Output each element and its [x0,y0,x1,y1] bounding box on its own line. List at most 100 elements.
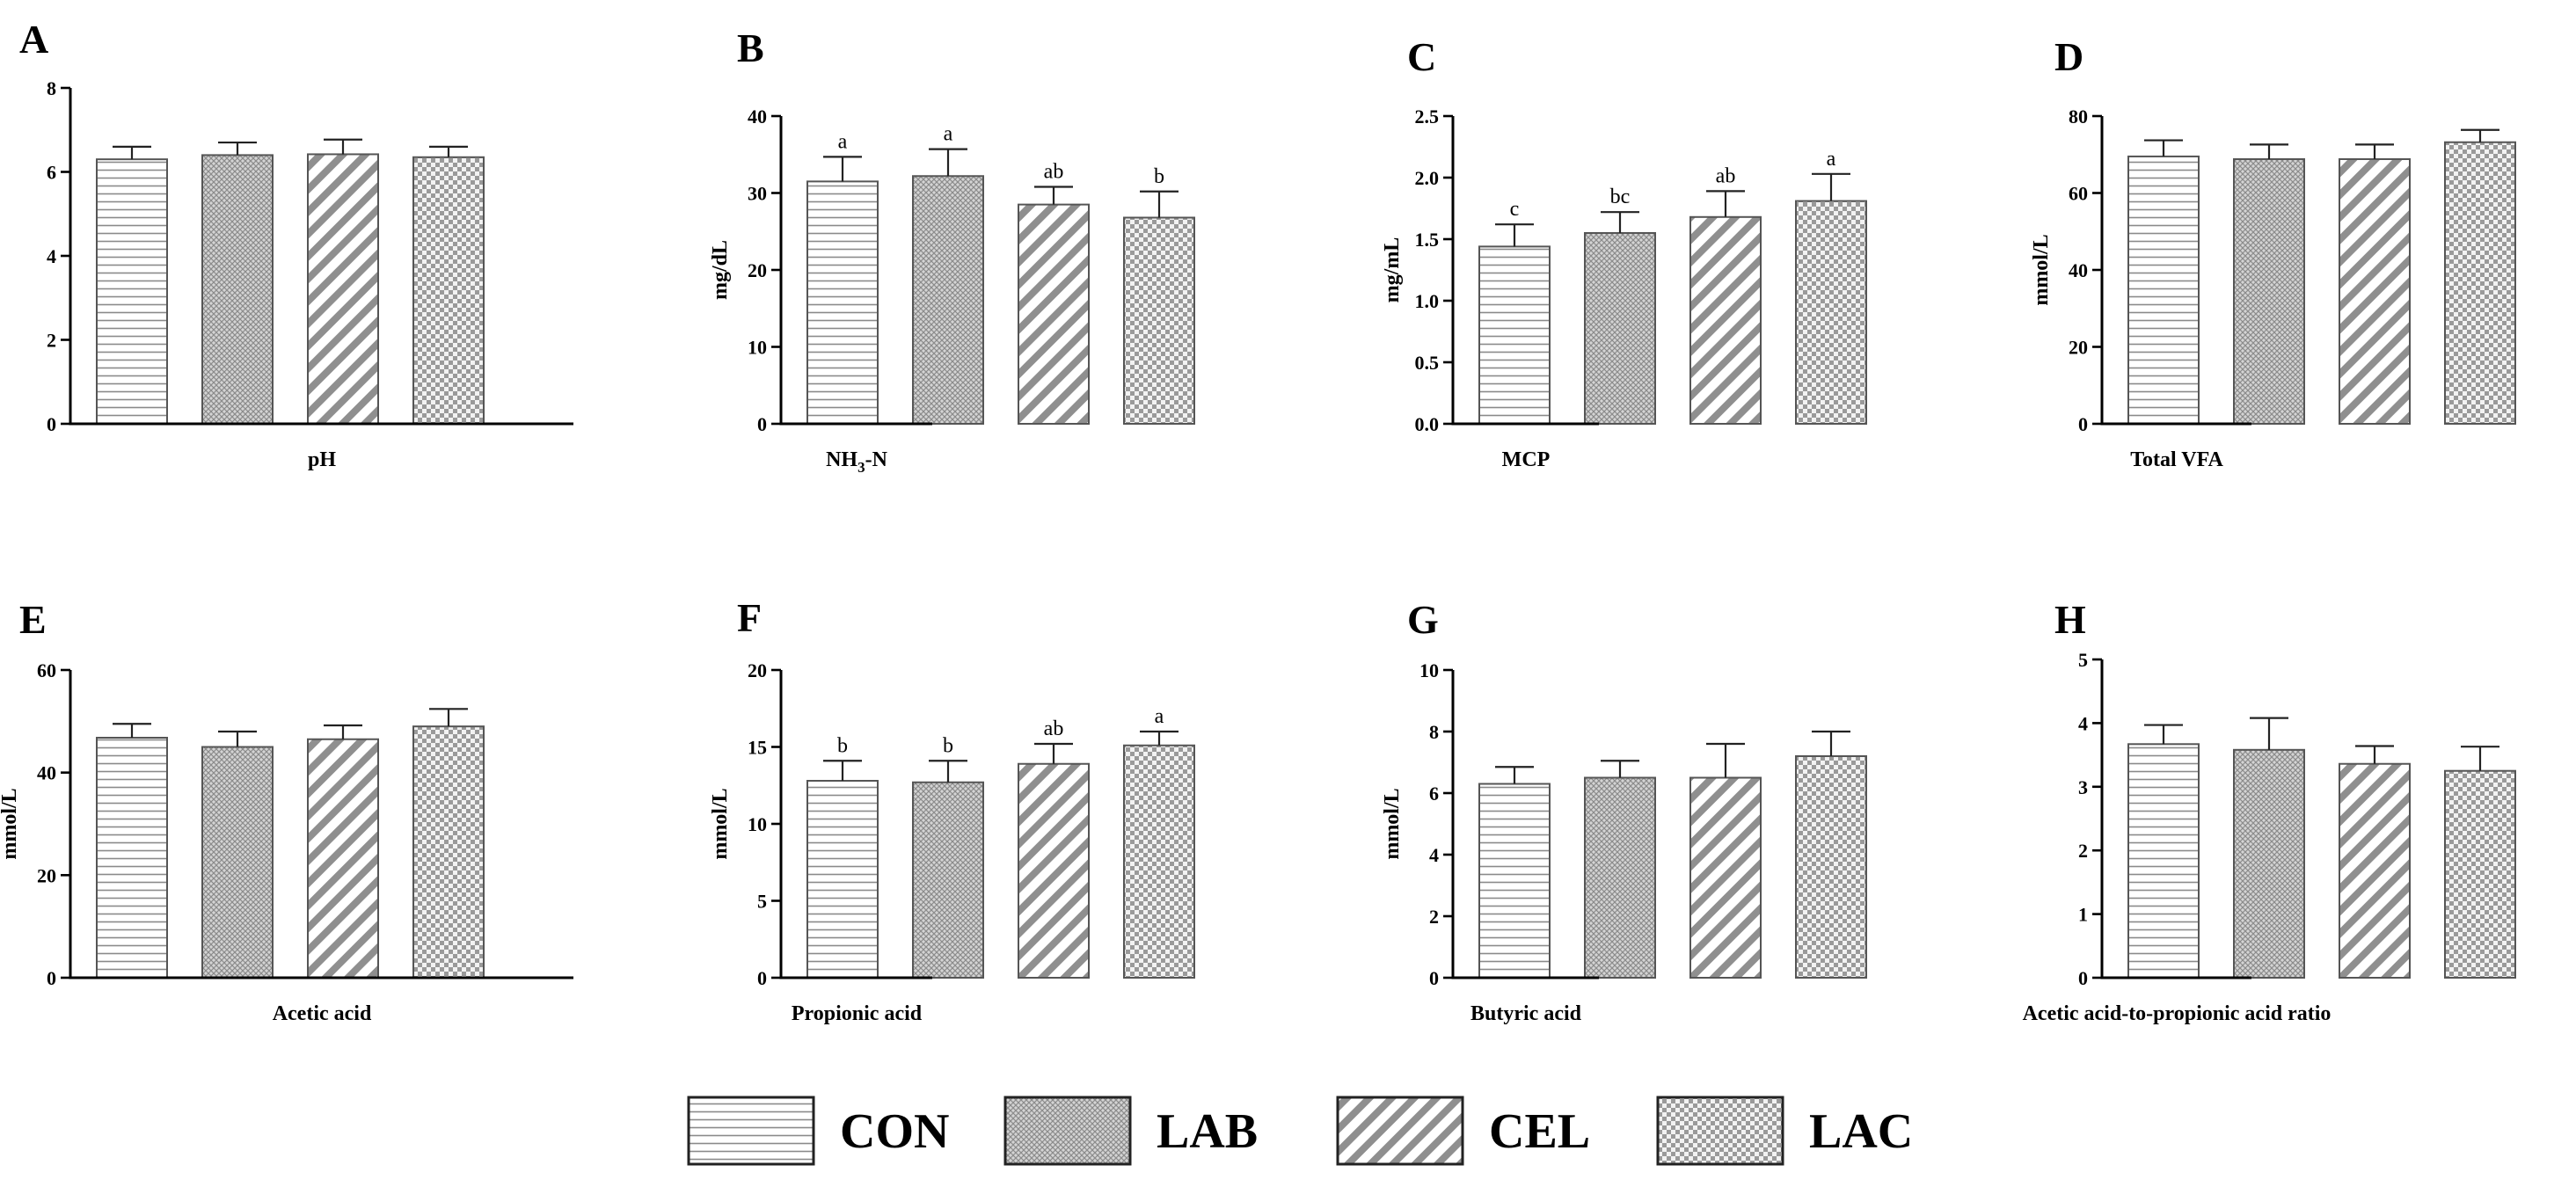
y-tick-label: 2.5 [1415,106,1440,127]
y-tick-label: 20 [748,259,767,281]
x-axis-title: NH3-N [826,448,887,476]
significance-letter: a [1155,705,1164,728]
y-axis-title: mg/mL [1381,237,1404,303]
x-axis-title: Propionic acid [792,1002,923,1025]
significance-letter: b [943,734,953,757]
significance-letter: a [1827,148,1836,171]
y-tick-label: 20 [748,659,767,681]
y-tick-label: 8 [1429,721,1439,743]
bar-lab [1584,232,1656,425]
y-tick-label: 0 [47,967,56,989]
bar-lac [1123,216,1195,425]
legend-item-con: CON [687,1096,949,1166]
legend-label: LAC [1809,1104,1913,1159]
panel-letter: F [737,595,762,640]
y-tick-label: 4 [47,245,56,267]
legend-item-cel: CEL [1336,1096,1590,1166]
legend-label: LAB [1157,1104,1258,1159]
legend-item-lac: LAC [1656,1096,1913,1166]
bar-lab [912,175,984,425]
significance-letter: b [837,734,848,757]
legend-item-lab: LAB [1003,1096,1258,1166]
significance-letter: bc [1610,186,1631,208]
y-tick-label: 80 [2069,106,2088,127]
bar-lab [1584,776,1656,979]
x-axis-title: Acetic acid-to-propionic acid ratio [2023,1002,2332,1025]
y-tick-label: 0.5 [1415,352,1440,374]
y-tick-label: 20 [2069,337,2088,359]
bar-lac [1795,200,1867,425]
legend-label: CON [840,1104,949,1159]
y-tick-label: 0.0 [1415,413,1440,435]
bar-lab [201,746,274,979]
bar-lac [412,725,485,979]
legend-swatch [1003,1096,1132,1166]
y-tick-label: 1.5 [1415,229,1440,251]
bar-lab [2233,158,2305,425]
panel-f: Fb b ab a 0 5 10 15 20 Propionic acid mmol/L [709,595,1195,1025]
panel-letter: E [19,597,47,642]
y-tick-label: 10 [748,813,767,835]
y-tick-label: 0 [757,967,767,989]
panel-c: Cc bc ab a 0.0 0.5 1.0 1.5 2.0 2.5 MCP mg/mL [1381,34,1867,471]
bar-cel [1689,776,1762,979]
bar-lab [912,781,984,979]
bar-cel [1018,203,1090,425]
legend-swatch [1336,1096,1464,1166]
y-tick-label: 0 [757,413,767,435]
x-axis-title: Total VFA [2130,448,2223,471]
y-tick-label: 40 [37,762,56,784]
y-tick-label: 0 [2078,967,2088,989]
y-tick-label: 6 [47,162,56,184]
y-axis-title: mmol/L [709,788,732,859]
y-tick-label: 8 [47,77,56,99]
panel-letter: G [1407,597,1439,642]
y-tick-label: 30 [748,183,767,205]
bar-lac [2444,769,2516,979]
y-tick-label: 0 [47,413,56,435]
y-tick-label: 0 [1429,967,1439,989]
bar-lab [2233,748,2305,979]
significance-letter: a [838,130,848,153]
y-tick-label: 60 [2069,183,2088,205]
y-tick-label: 0 [2078,413,2088,435]
bar-lac [1123,744,1195,979]
bar-cel [307,738,379,979]
significance-letter: a [944,123,953,146]
panel-letter: H [2054,597,2086,642]
legend-swatch [1656,1096,1784,1166]
y-tick-label: 2 [47,330,56,352]
y-axis-title: mmol/L [0,788,21,859]
significance-letter: ab [1044,161,1064,184]
x-axis-title: MCP [1502,448,1551,471]
y-tick-label: 40 [2069,259,2088,281]
panel-b: Ba a ab b 0 10 20 30 40 NH3-N mg/dL [709,25,1195,476]
significance-letter: ab [1044,717,1064,740]
x-axis-title: Acetic acid [273,1002,372,1025]
panel-letter: A [19,17,48,62]
bar-con [806,180,879,425]
significance-letter: c [1510,198,1520,221]
x-axis-title: pH [308,448,336,471]
panel-d: D 0 20 40 60 80 Total VFA mmol/L [2030,34,2516,471]
y-tick-label: 10 [748,337,767,359]
significance-letter: b [1154,165,1164,188]
panel-e: E 0 20 40 60 Acetic acid mmol/L [0,597,573,1025]
y-axis-title: mmol/L [1381,788,1404,859]
bar-lac [2444,141,2516,425]
y-tick-label: 6 [1429,783,1439,805]
bar-cel [1689,215,1762,425]
panel-letter: D [2054,34,2083,79]
y-axis-title: mmol/L [2030,234,2053,305]
y-tick-label: 3 [2078,776,2088,798]
y-tick-label: 15 [748,737,767,759]
bar-con [1478,245,1551,425]
y-axis-title: mg/dL [709,240,732,300]
panel-g: G 0 2 4 6 8 10 Butyric acid mmol/L [1381,597,1867,1025]
bar-con [1478,783,1551,979]
bar-lab [201,154,274,425]
y-tick-label: 5 [757,891,767,913]
bar-cel [2339,158,2411,425]
legend-swatch [687,1096,815,1166]
